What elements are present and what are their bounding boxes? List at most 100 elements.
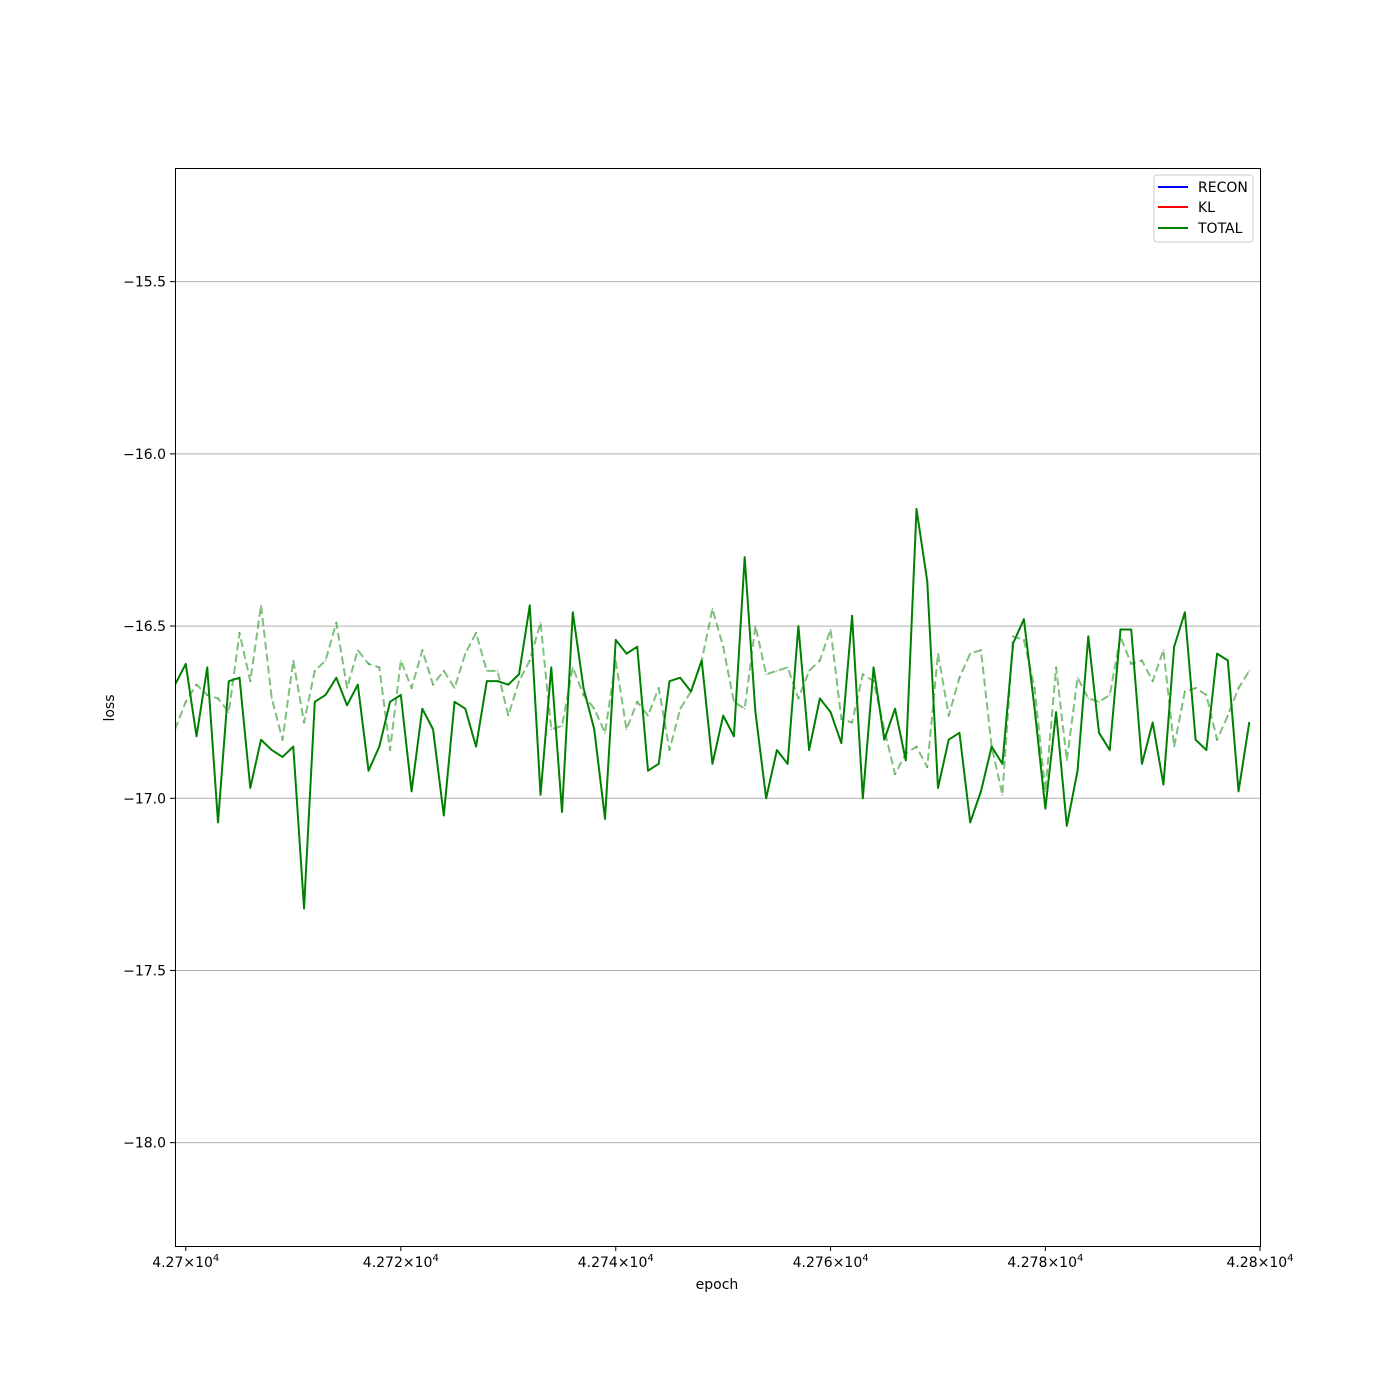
data-point-0-40 bbox=[604, 818, 606, 820]
data-point-1-57 bbox=[786, 666, 789, 669]
y-tick-label-1: −16.0 bbox=[123, 447, 166, 463]
x-tick-mantissa-0: 4.27 bbox=[152, 1255, 183, 1271]
data-point-0-69 bbox=[915, 508, 918, 510]
x-tick-times-3: ×10 bbox=[833, 1255, 863, 1271]
data-point-0-4 bbox=[217, 821, 219, 824]
data-point-0-77 bbox=[1001, 763, 1004, 765]
data-point-1-21 bbox=[400, 659, 402, 662]
data-point-1-34 bbox=[539, 621, 542, 624]
x-tick-label-0: 4.27×104 bbox=[152, 1253, 219, 1271]
data-point-0-65 bbox=[872, 666, 875, 669]
data-point-1-12 bbox=[303, 721, 305, 724]
data-point-1-49 bbox=[700, 659, 703, 662]
data-point-0-45 bbox=[657, 763, 660, 765]
x-tick-label-2: 4.274×104 bbox=[578, 1253, 654, 1271]
data-point-1-3 bbox=[206, 694, 209, 696]
data-point-0-75 bbox=[980, 790, 982, 793]
data-point-1-85 bbox=[1087, 697, 1090, 700]
legend-frame bbox=[1153, 174, 1254, 243]
data-point-0-25 bbox=[443, 814, 445, 817]
data-point-0-61 bbox=[829, 711, 832, 713]
data-point-0-54 bbox=[754, 711, 757, 713]
data-point-1-23 bbox=[421, 649, 424, 651]
data-point-0-14 bbox=[324, 694, 327, 696]
x-tick-label-1: 4.272×104 bbox=[363, 1253, 439, 1271]
legend-label-kl: KL bbox=[1198, 200, 1215, 216]
data-point-1-30 bbox=[496, 670, 499, 672]
data-point-0-55 bbox=[765, 797, 767, 800]
data-point-1-48 bbox=[690, 690, 692, 693]
legend: RECON KL TOTAL bbox=[1153, 174, 1254, 243]
data-point-0-39 bbox=[593, 728, 596, 731]
data-point-1-50 bbox=[711, 608, 714, 610]
data-point-1-17 bbox=[357, 649, 359, 651]
data-point-1-44 bbox=[647, 714, 649, 717]
data-point-0-60 bbox=[819, 697, 821, 700]
data-point-1-32 bbox=[518, 680, 520, 682]
data-point-0-59 bbox=[808, 749, 810, 751]
data-point-1-25 bbox=[443, 670, 445, 672]
data-point-1-20 bbox=[389, 749, 391, 751]
data-point-1-46 bbox=[668, 749, 671, 751]
data-point-0-90 bbox=[1141, 763, 1143, 765]
data-point-1-38 bbox=[582, 694, 585, 696]
data-point-1-51 bbox=[722, 645, 724, 648]
data-point-1-64 bbox=[862, 673, 864, 676]
data-point-0-5 bbox=[227, 680, 230, 682]
data-point-0-100 bbox=[1248, 721, 1251, 724]
data-point-0-99 bbox=[1237, 790, 1240, 793]
data-point-1-53 bbox=[743, 707, 746, 710]
data-point-1-93 bbox=[1173, 745, 1175, 748]
data-point-1-82 bbox=[1055, 666, 1057, 669]
data-point-1-73 bbox=[958, 676, 961, 679]
legend-label-total: TOTAL bbox=[1197, 221, 1243, 237]
data-point-0-3 bbox=[206, 666, 209, 669]
data-point-0-42 bbox=[625, 652, 628, 655]
data-point-1-18 bbox=[367, 663, 370, 665]
data-point-1-99 bbox=[1237, 687, 1240, 689]
x-tick-exponent-1: 4 bbox=[432, 1253, 438, 1264]
x-tick-times-2: ×10 bbox=[618, 1255, 648, 1271]
data-point-0-66 bbox=[883, 738, 886, 741]
data-point-0-18 bbox=[367, 769, 370, 772]
data-point-0-94 bbox=[1184, 611, 1186, 614]
data-point-0-98 bbox=[1227, 659, 1229, 662]
data-point-1-66 bbox=[883, 728, 886, 731]
data-point-1-91 bbox=[1151, 680, 1154, 682]
data-point-0-73 bbox=[958, 732, 961, 734]
data-point-1-16 bbox=[346, 687, 348, 689]
data-point-0-38 bbox=[582, 687, 585, 689]
data-point-0-9 bbox=[270, 749, 273, 751]
data-point-1-95 bbox=[1194, 687, 1197, 689]
data-point-0-16 bbox=[346, 704, 348, 707]
y-tick-label-2: −16.5 bbox=[123, 619, 166, 635]
data-point-1-69 bbox=[915, 745, 918, 748]
data-point-0-67 bbox=[894, 707, 896, 710]
data-point-0-27 bbox=[464, 707, 467, 710]
data-point-0-95 bbox=[1194, 738, 1197, 741]
data-point-0-23 bbox=[421, 707, 424, 710]
x-tick-times-4: ×10 bbox=[1047, 1255, 1077, 1271]
data-point-1-96 bbox=[1205, 694, 1208, 696]
data-point-1-74 bbox=[969, 652, 972, 655]
data-point-0-43 bbox=[636, 645, 639, 648]
data-point-0-22 bbox=[410, 790, 413, 793]
x-tick-label-3: 4.276×104 bbox=[793, 1253, 869, 1271]
data-point-1-56 bbox=[776, 670, 778, 672]
data-point-0-68 bbox=[904, 759, 907, 762]
data-point-1-42 bbox=[625, 728, 628, 731]
data-point-1-90 bbox=[1141, 659, 1143, 662]
data-point-0-84 bbox=[1076, 769, 1079, 772]
x-axis-ticks: 4.27×104 4.272×104 4.274×104 4.276×104 4.278… bbox=[152, 1246, 1294, 1271]
data-point-0-88 bbox=[1119, 628, 1122, 631]
data-point-0-56 bbox=[776, 749, 778, 751]
data-point-1-78 bbox=[1012, 635, 1014, 638]
data-point-1-65 bbox=[872, 680, 875, 682]
data-point-0-93 bbox=[1173, 645, 1175, 648]
data-point-0-26 bbox=[453, 701, 456, 703]
data-point-0-72 bbox=[947, 738, 950, 741]
data-point-0-35 bbox=[550, 666, 553, 669]
y-tick-label-5: −18.0 bbox=[123, 1136, 166, 1152]
data-point-0-15 bbox=[335, 676, 338, 679]
